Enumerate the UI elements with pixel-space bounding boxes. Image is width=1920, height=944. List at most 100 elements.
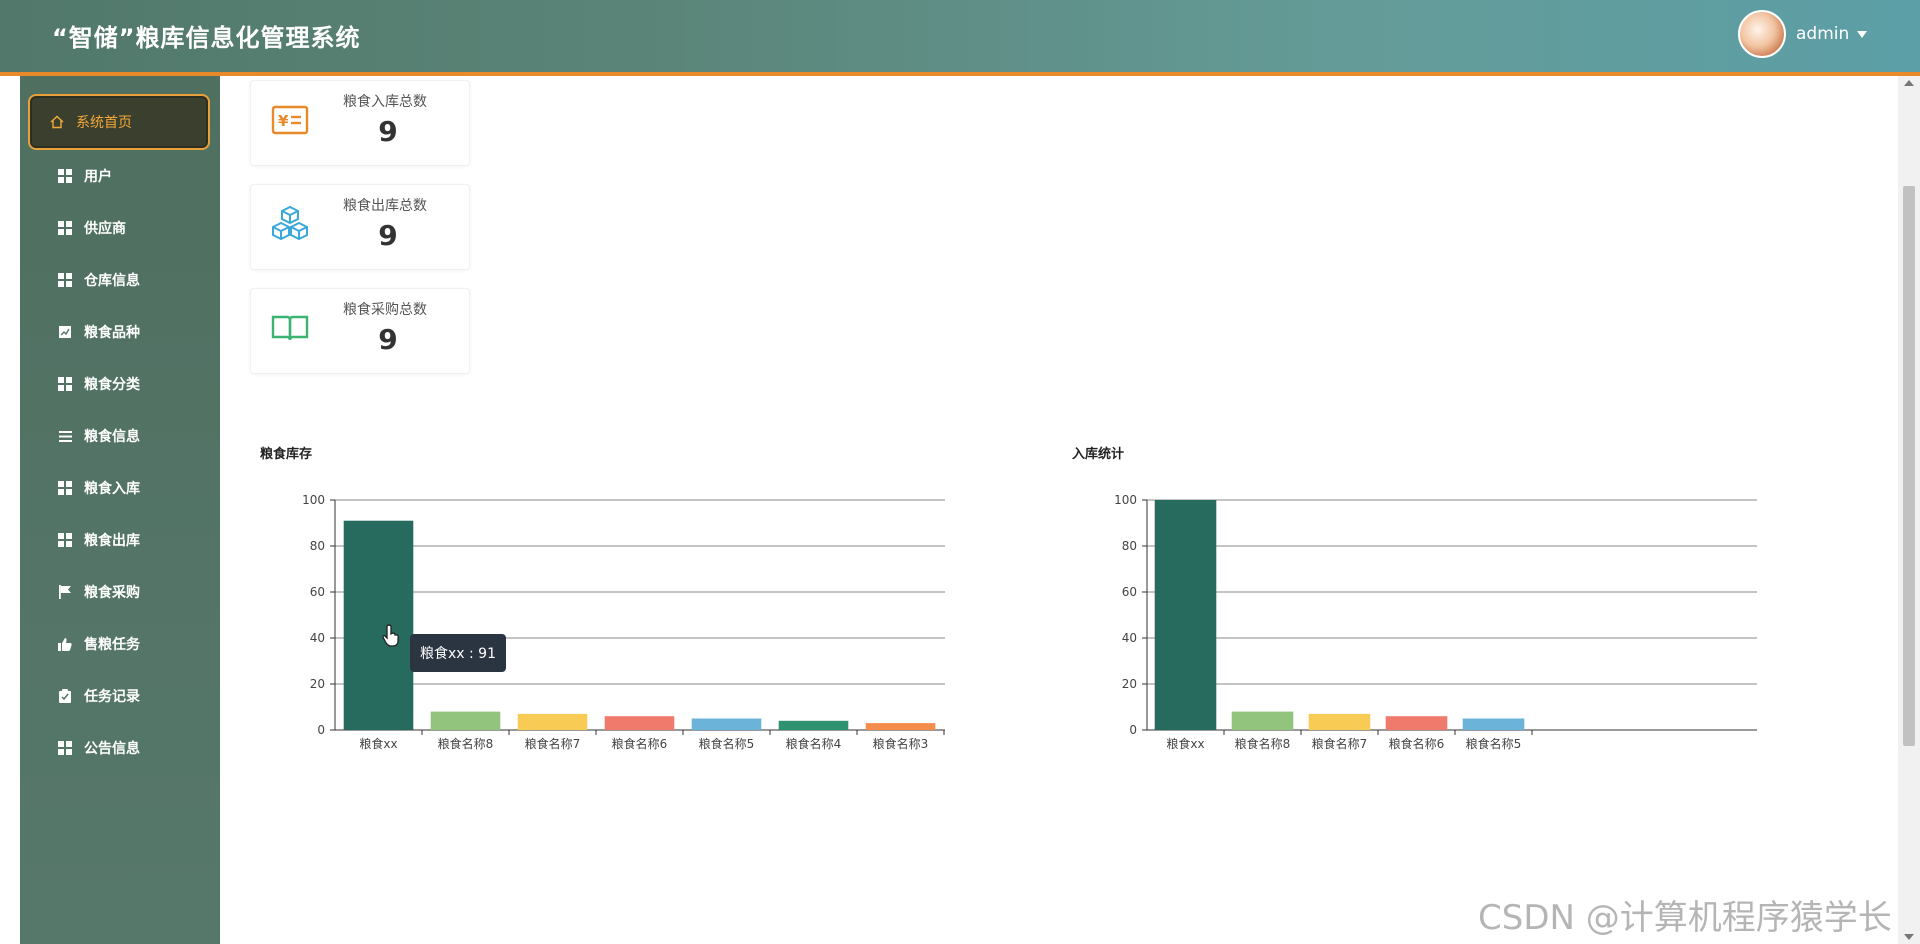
sidebar-item-3[interactable]: 仓库信息 bbox=[20, 253, 220, 307]
top-header: “智储”粮库信息化管理系统 admin bbox=[0, 0, 1920, 76]
sidebar-item-5[interactable]: 粮食分类 bbox=[20, 357, 220, 411]
grid-icon bbox=[58, 481, 72, 495]
scroll-up-icon[interactable] bbox=[1904, 80, 1914, 86]
sidebar-item-label: 任务记录 bbox=[84, 689, 140, 705]
stat-card-inbound: ¥ 粮食入库总数 9 bbox=[250, 80, 470, 166]
sidebar-item-label: 系统首页 bbox=[76, 115, 132, 131]
stat-value: 9 bbox=[378, 219, 398, 252]
user-menu[interactable]: admin bbox=[1796, 24, 1868, 44]
bar[interactable] bbox=[1385, 716, 1448, 730]
grid-icon bbox=[58, 533, 72, 547]
sidebar-item-label: 粮食分类 bbox=[84, 377, 140, 393]
stat-label: 粮食入库总数 bbox=[343, 94, 427, 110]
sidebar-item-label: 粮食出库 bbox=[84, 533, 140, 549]
x-tick-label: 粮食xx bbox=[359, 736, 397, 751]
flag-icon bbox=[58, 585, 72, 599]
app-title: “智储”粮库信息化管理系统 bbox=[52, 24, 361, 52]
y-tick-label: 0 bbox=[317, 723, 325, 737]
stat-value: 9 bbox=[378, 115, 398, 148]
chart-tooltip: 粮食xx : 91 bbox=[410, 634, 507, 672]
bar[interactable] bbox=[691, 718, 762, 731]
watermark: CSDN @计算机程序猿学长 bbox=[1478, 898, 1892, 938]
bar[interactable] bbox=[343, 520, 414, 730]
bar[interactable] bbox=[1462, 718, 1525, 731]
x-tick-label: 粮食名称5 bbox=[699, 736, 755, 751]
sidebar-item-label: 供应商 bbox=[84, 221, 126, 237]
bar[interactable] bbox=[778, 720, 849, 730]
bar[interactable] bbox=[604, 716, 675, 730]
x-tick-label: 粮食名称6 bbox=[612, 736, 668, 751]
stat-label: 粮食采购总数 bbox=[343, 302, 427, 318]
sidebar-item-6[interactable]: 粮食信息 bbox=[20, 409, 220, 463]
x-tick-label: 粮食名称5 bbox=[1466, 736, 1522, 751]
bar[interactable] bbox=[865, 723, 936, 730]
bar[interactable] bbox=[1154, 500, 1217, 730]
username[interactable]: admin bbox=[1796, 24, 1850, 44]
bar[interactable] bbox=[1231, 711, 1294, 730]
sidebar-item-label: 粮食品种 bbox=[84, 325, 140, 341]
y-tick-label: 20 bbox=[1122, 677, 1137, 691]
x-tick-label: 粮食名称4 bbox=[786, 736, 842, 751]
stat-card-outbound: 粮食出库总数 9 bbox=[250, 184, 470, 270]
y-tick-label: 60 bbox=[1122, 585, 1137, 599]
sidebar-item-12[interactable]: 公告信息 bbox=[20, 721, 220, 775]
grid-icon bbox=[58, 377, 72, 391]
bar[interactable] bbox=[430, 711, 501, 730]
x-tick-label: 粮食名称3 bbox=[873, 736, 929, 751]
grid-icon bbox=[58, 169, 72, 183]
scroll-down-icon[interactable] bbox=[1904, 934, 1914, 940]
sidebar-item-1[interactable]: 用户 bbox=[20, 149, 220, 203]
x-tick-label: 粮食名称7 bbox=[1312, 736, 1368, 751]
page-scrollbar[interactable] bbox=[1898, 76, 1920, 944]
sidebar-item-label: 粮食信息 bbox=[84, 429, 140, 445]
bar[interactable] bbox=[1308, 713, 1371, 730]
x-tick-label: 粮食名称8 bbox=[438, 736, 494, 751]
sidebar: 系统首页用户供应商仓库信息粮食品种粮食分类粮食信息粮食入库粮食出库粮食采购售粮任… bbox=[20, 76, 220, 944]
sidebar-item-0[interactable]: 系统首页 bbox=[28, 94, 210, 150]
sidebar-item-4[interactable]: 粮食品种 bbox=[20, 305, 220, 359]
svg-text:¥: ¥ bbox=[278, 112, 289, 130]
y-tick-label: 20 bbox=[310, 677, 325, 691]
stat-label: 粮食出库总数 bbox=[343, 198, 427, 214]
yen-receipt-icon: ¥ bbox=[265, 95, 315, 145]
sidebar-item-label: 公告信息 bbox=[84, 741, 140, 757]
chart-stock: 0 20 40 60 80 100 粮食xx 粮食名称8 粮食名称7 粮食名称6 粮食名称5 粮食名称… bbox=[302, 493, 945, 751]
chart-icon bbox=[58, 325, 72, 339]
sidebar-item-10[interactable]: 售粮任务 bbox=[20, 617, 220, 671]
y-tick-label: 100 bbox=[1114, 493, 1137, 507]
y-tick-label: 100 bbox=[302, 493, 325, 507]
scrollbar-thumb[interactable] bbox=[1903, 186, 1915, 746]
bar[interactable] bbox=[517, 713, 588, 730]
sidebar-item-2[interactable]: 供应商 bbox=[20, 201, 220, 255]
sidebar-item-label: 售粮任务 bbox=[84, 637, 140, 653]
grid-icon bbox=[58, 741, 72, 755]
chart-title-stock: 粮食库存 bbox=[260, 447, 313, 462]
x-tick-label: 粮食名称7 bbox=[525, 736, 581, 751]
sidebar-item-label: 粮食入库 bbox=[84, 481, 140, 497]
chevron-down-icon[interactable] bbox=[1857, 30, 1868, 38]
sidebar-item-8[interactable]: 粮食出库 bbox=[20, 513, 220, 567]
thumbs-up-icon bbox=[58, 637, 72, 651]
home-icon bbox=[50, 115, 64, 129]
y-tick-label: 40 bbox=[310, 631, 325, 645]
sidebar-item-label: 用户 bbox=[84, 169, 112, 185]
y-tick-label: 60 bbox=[310, 585, 325, 599]
sidebar-item-label: 粮食采购 bbox=[84, 585, 140, 601]
sidebar-item-7[interactable]: 粮食入库 bbox=[20, 461, 220, 515]
y-tick-label: 0 bbox=[1129, 723, 1137, 737]
avatar[interactable] bbox=[1738, 10, 1786, 58]
stat-card-purchase: 粮食采购总数 9 bbox=[250, 288, 470, 374]
sidebar-item-label: 仓库信息 bbox=[84, 273, 140, 289]
chart-inbound: 0 20 40 60 80 100 粮食xx 粮食名称8 粮食名称7 粮食名称6 粮食名称5 bbox=[1114, 493, 1757, 751]
x-tick-label: 粮食名称6 bbox=[1389, 736, 1445, 751]
grid-icon bbox=[58, 273, 72, 287]
hand-cursor-icon bbox=[382, 624, 399, 647]
x-tick-label: 粮食名称8 bbox=[1235, 736, 1291, 751]
y-tick-label: 80 bbox=[1122, 539, 1137, 553]
cubes-icon bbox=[265, 199, 315, 249]
y-tick-label: 80 bbox=[310, 539, 325, 553]
sidebar-item-9[interactable]: 粮食采购 bbox=[20, 565, 220, 619]
y-tick-label: 40 bbox=[1122, 631, 1137, 645]
grid-icon bbox=[58, 221, 72, 235]
sidebar-item-11[interactable]: 任务记录 bbox=[20, 669, 220, 723]
